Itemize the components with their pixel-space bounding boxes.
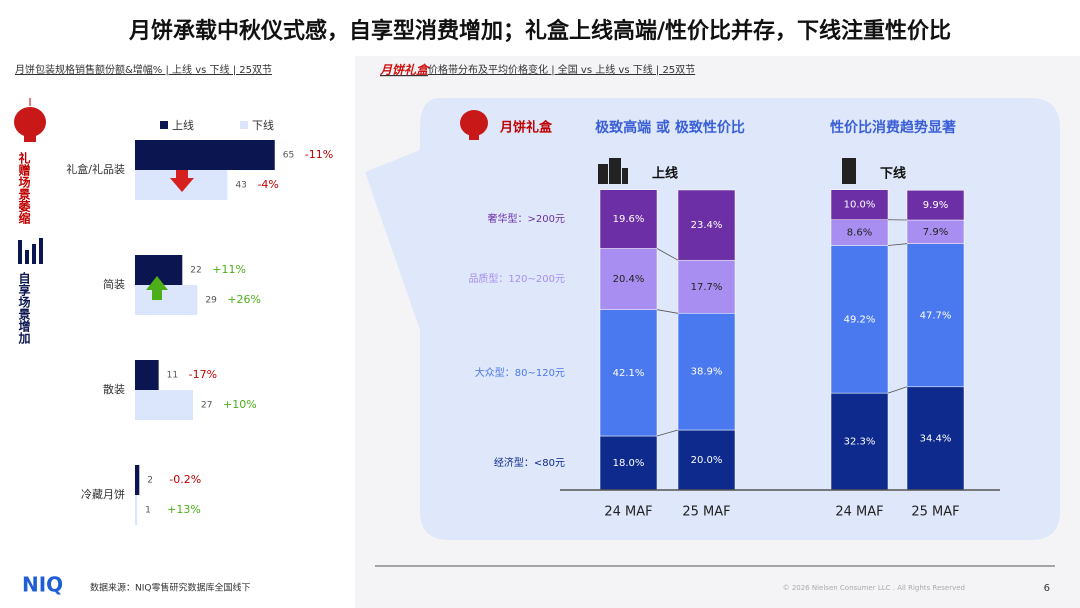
series-label: 奢华型：>200元	[488, 212, 565, 225]
bar-segment	[599, 189, 658, 249]
change-label: +10%	[223, 398, 257, 411]
value-label: 17.7%	[691, 282, 723, 293]
bar-segment	[677, 259, 736, 314]
title-rest: 价格带分布及平均价格变化 | 全国 vs 上线 vs 下线 | 25双节	[428, 63, 695, 76]
header-label: 月饼礼盒	[499, 120, 553, 136]
change-label: +11%	[212, 263, 246, 276]
category-label: 礼盒/礼品装	[66, 162, 125, 176]
value-label: 43	[235, 181, 246, 191]
change-label: +13%	[167, 503, 201, 516]
x-tick-label: 25 MAF	[682, 505, 730, 520]
value-label: 49.2%	[844, 314, 876, 325]
bar-segment	[677, 189, 736, 261]
lantern-icon	[460, 110, 488, 140]
value-label: 7.9%	[923, 227, 948, 238]
change-label: -11%	[305, 148, 333, 161]
source: 数据来源：NIQ零售研究数据库全国线下	[90, 582, 250, 594]
connector	[887, 243, 908, 246]
bar-segment	[830, 219, 889, 246]
bar	[135, 140, 275, 170]
bar	[135, 465, 140, 495]
value-label: 8.6%	[847, 228, 872, 239]
lantern-icon	[14, 98, 46, 142]
bar	[135, 390, 194, 420]
bar-segment	[599, 248, 658, 310]
value-label: 22	[190, 266, 201, 276]
bar	[135, 495, 138, 525]
group-label: 下线	[880, 166, 906, 182]
category-label: 散装	[103, 382, 125, 396]
value-label: 32.3%	[844, 437, 876, 448]
value-label: 65	[283, 151, 294, 161]
bar-segment	[599, 435, 658, 491]
title-highlight: 月饼礼盒	[379, 63, 430, 77]
value-label: 10.0%	[844, 200, 876, 211]
legend-swatch	[160, 121, 168, 129]
legend-label: 上线	[172, 118, 194, 132]
value-label: 20.0%	[691, 455, 723, 466]
series-label: 品质型：120~200元	[468, 272, 565, 285]
down-arrow	[170, 170, 194, 192]
value-label: 2	[147, 476, 153, 486]
bar-segment	[599, 309, 658, 437]
value-label: 47.7%	[920, 310, 952, 321]
category-label: 简装	[103, 277, 125, 291]
header-left: 极致高端 或 极致性价比	[595, 119, 745, 136]
series-label: 大众型：80~120元	[475, 366, 565, 379]
x-tick-label: 24 MAF	[604, 505, 652, 520]
header-right: 性价比消费趋势显著	[830, 119, 956, 136]
left-chart-title: 月饼包装规格销售额份额&增幅% | 上线 vs 下线 | 25双节	[15, 63, 272, 76]
legend-swatch	[240, 121, 248, 129]
building-icon	[598, 158, 628, 184]
value-label: 34.4%	[920, 433, 952, 444]
building-icon	[842, 158, 856, 184]
change-label: -4%	[257, 178, 278, 191]
connector	[656, 309, 679, 314]
bar-segment	[906, 190, 965, 221]
slide-title: 月饼承载中秋仪式感，自享型消费增加；礼盒上线高端/性价比并存，下线注重性价比	[128, 18, 951, 44]
bar-segment	[830, 189, 889, 220]
chart-icon	[18, 238, 43, 264]
right-chart-title: 月饼礼盒价格带分布及平均价格变化 | 全国 vs 上线 vs 下线 | 25双节	[379, 63, 695, 77]
side-label: 礼赠场景萎缩	[17, 151, 31, 225]
bar-segment	[830, 245, 889, 394]
up-arrow	[146, 276, 168, 300]
logo: NIQ	[22, 573, 63, 597]
group-label: 上线	[652, 166, 678, 182]
series-label: 经济型：<80元	[494, 456, 565, 469]
value-label: 18.0%	[613, 458, 645, 469]
change-label: +26%	[227, 293, 261, 306]
bar-segment	[677, 313, 736, 431]
value-label: 20.4%	[613, 274, 645, 285]
value-label: 9.9%	[923, 200, 948, 211]
category-label: 冷藏月饼	[81, 487, 125, 501]
x-tick-label: 25 MAF	[911, 505, 959, 520]
side-label: 自享场景增加	[17, 271, 31, 345]
x-tick-label: 24 MAF	[835, 505, 883, 520]
bar-segment	[677, 429, 736, 491]
connector	[887, 386, 908, 394]
legend-label: 下线	[252, 118, 274, 132]
change-label: -17%	[189, 368, 217, 381]
value-label: 29	[205, 296, 217, 306]
value-label: 42.1%	[613, 368, 645, 379]
value-label: 38.9%	[691, 367, 723, 378]
bar-segment	[906, 243, 965, 388]
value-label: 27	[201, 401, 212, 411]
connector	[656, 429, 679, 437]
value-label: 19.6%	[613, 214, 645, 225]
value-label: 1	[145, 506, 151, 516]
change-label: -0.2%	[169, 473, 201, 486]
value-label: 23.4%	[691, 220, 723, 231]
copyright: © 2026 Nielsen Consumer LLC . All Rights…	[783, 584, 965, 592]
bar	[135, 360, 159, 390]
bar-segment	[830, 392, 889, 491]
connector	[656, 248, 679, 261]
page-number: 6	[1044, 583, 1050, 594]
value-label: 11	[167, 371, 178, 381]
